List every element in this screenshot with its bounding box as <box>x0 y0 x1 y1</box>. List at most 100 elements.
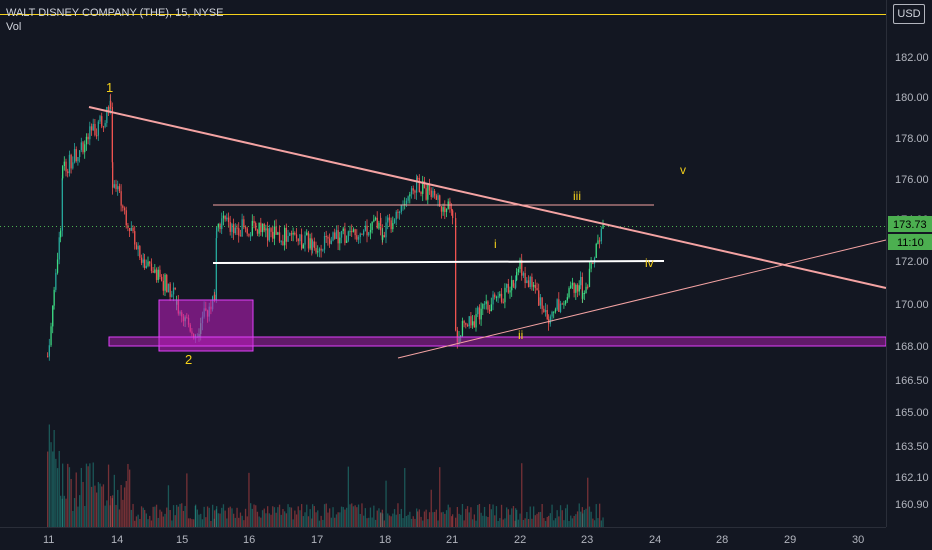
y-tick: 180.00 <box>895 92 929 104</box>
volume-bar <box>193 519 195 527</box>
candle-body <box>573 282 575 293</box>
volume-bar <box>524 518 526 527</box>
candle-body <box>217 224 219 228</box>
volume-bar <box>485 516 487 527</box>
support-line-white[interactable] <box>212 260 665 264</box>
candle-body <box>253 220 255 224</box>
candle-body <box>301 234 303 249</box>
volume-bar <box>238 517 240 527</box>
wave-label-iii: iii <box>573 189 581 203</box>
symbol-title[interactable]: WALT DISNEY COMPANY (THE), 15, NYSE <box>6 7 224 19</box>
candle-body <box>251 220 253 236</box>
candle-body <box>289 233 291 236</box>
volume-indicator-label[interactable]: Vol <box>6 21 22 33</box>
volume-bar <box>553 520 555 527</box>
candle-body <box>597 240 599 244</box>
candle-body <box>521 259 523 276</box>
x-tick: 16 <box>243 534 255 546</box>
volume-bar <box>123 487 126 527</box>
candle-body <box>315 248 317 253</box>
candle-body <box>248 233 250 236</box>
volume-bar <box>497 520 499 527</box>
candle-body <box>277 232 279 235</box>
volume-bar <box>344 509 346 527</box>
volume-bar <box>289 507 291 527</box>
volume-bar <box>111 498 113 527</box>
volume-bar <box>130 509 132 527</box>
volume-bar <box>449 507 451 527</box>
volume-bar <box>129 469 131 527</box>
last-price-label-bg <box>888 216 932 232</box>
candle-body <box>243 219 245 228</box>
candle-body <box>590 263 592 269</box>
candle-body <box>382 235 384 240</box>
price-axis[interactable]: 182.00 180.00 178.00 176.00 174.00 172.0… <box>886 0 932 527</box>
volume-bar <box>176 504 178 527</box>
volume-bar <box>382 513 384 527</box>
candle-body <box>147 261 149 266</box>
candle-body <box>344 228 346 243</box>
candle-body <box>376 217 378 229</box>
candle-body <box>440 206 443 212</box>
candle-body <box>224 215 226 220</box>
candle-body <box>544 310 547 313</box>
candle-body <box>214 294 216 301</box>
volume-bar <box>511 508 513 527</box>
volume-bar <box>201 519 204 527</box>
candle-body <box>595 243 597 258</box>
volume-bar <box>166 507 168 527</box>
volume-bar <box>285 513 287 527</box>
x-tick: 15 <box>176 534 188 546</box>
volume-bar <box>526 512 528 527</box>
wave-label-ii: ii <box>518 328 523 342</box>
candle-body <box>602 223 604 229</box>
volume-bar <box>167 485 170 527</box>
volume-bar <box>517 519 519 527</box>
candle-body <box>587 286 589 288</box>
volume-bar <box>447 504 449 527</box>
candle-body <box>320 248 322 251</box>
volume-bar <box>179 503 181 527</box>
volume-bar <box>573 515 575 527</box>
candle-body <box>306 232 308 236</box>
volume-bar <box>578 503 580 527</box>
volume-bar <box>99 483 101 527</box>
candle-body <box>280 241 282 243</box>
candle-body <box>127 225 129 228</box>
candle-body <box>565 300 567 304</box>
volume-bar <box>150 520 153 527</box>
volume-bar <box>79 495 81 527</box>
candle-body <box>282 241 284 246</box>
volume-bar <box>427 519 429 527</box>
time-axis[interactable]: 11 14 15 16 17 18 21 22 23 24 28 29 30 <box>0 527 886 547</box>
volume-bar <box>127 463 129 527</box>
volume-bar <box>102 484 105 527</box>
ascending-trendline[interactable] <box>397 239 887 359</box>
candle-body <box>117 186 119 190</box>
currency-badge[interactable]: USD <box>893 4 925 24</box>
volume-bar <box>227 507 230 527</box>
countdown-label-bg <box>888 234 932 250</box>
candle-body <box>246 228 248 234</box>
candle-body <box>455 218 457 331</box>
demand-zone-band[interactable] <box>108 336 887 347</box>
candle-body <box>490 304 492 312</box>
candle-body <box>287 235 289 242</box>
volume-bar <box>241 515 243 527</box>
volume-bar <box>115 504 117 527</box>
candle-body <box>302 244 304 249</box>
candle-body <box>495 296 498 298</box>
demand-zone-box[interactable] <box>158 299 254 352</box>
volume-bar <box>82 481 84 527</box>
volume-bar <box>563 520 565 527</box>
descending-trendline[interactable] <box>88 106 887 289</box>
volume-bar <box>363 515 365 527</box>
volume-bar <box>507 509 509 527</box>
volume-bar <box>231 508 233 527</box>
volume-bar <box>117 489 119 527</box>
volume-bar <box>483 506 486 527</box>
volume-bar <box>280 514 282 527</box>
candle-body <box>388 217 391 221</box>
candle-body <box>405 200 408 204</box>
